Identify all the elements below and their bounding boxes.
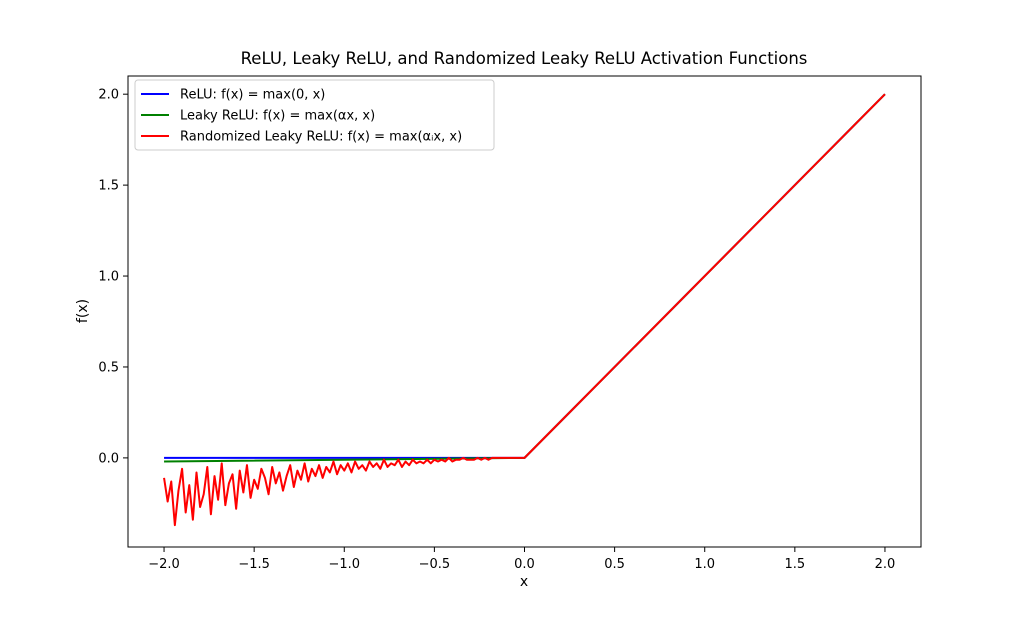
x-tick-label: 0.0 [514,557,535,572]
y-axis-ticks: 0.0 0.5 1.0 1.5 2.0 [98,88,128,466]
legend-label-relu: ReLU: f(x) = max(0, x) [180,88,325,103]
chart-title: ReLU, Leaky ReLU, and Randomized Leaky R… [241,49,808,68]
x-axis-ticks: −2.0 −1.5 −1.0 −0.5 0.0 0.5 1.0 1.5 2.0 [148,547,895,572]
plot-lines [163,93,886,527]
y-axis-label: f(x) [75,299,91,323]
x-tick-label: 1.0 [694,557,715,572]
y-tick-label: 1.5 [98,179,119,194]
legend: ReLU: f(x) = max(0, x) Leaky ReLU: f(x) … [134,79,495,151]
x-tick-label: 0.5 [604,557,625,572]
x-tick-label: −1.5 [238,557,270,572]
legend-label-randomized-leaky-relu: Randomized Leaky ReLU: f(x) = max(αᵢx, x… [180,130,462,145]
x-tick-label: −1.0 [328,557,360,572]
x-tick-label: 2.0 [875,557,896,572]
y-tick-label: 0.0 [98,451,119,466]
y-tick-label: 1.0 [98,270,119,285]
legend-label-leaky-relu: Leaky ReLU: f(x) = max(αx, x) [180,109,375,124]
y-tick-label: 0.5 [98,360,119,375]
legend-box [134,79,495,151]
x-tick-label: −2.0 [148,557,180,572]
y-tick-label: 2.0 [98,88,119,103]
x-axis-label: x [520,574,528,590]
x-tick-label: 1.5 [784,557,805,572]
randomized-leaky-relu-line [163,93,886,527]
x-tick-label: −0.5 [419,557,451,572]
